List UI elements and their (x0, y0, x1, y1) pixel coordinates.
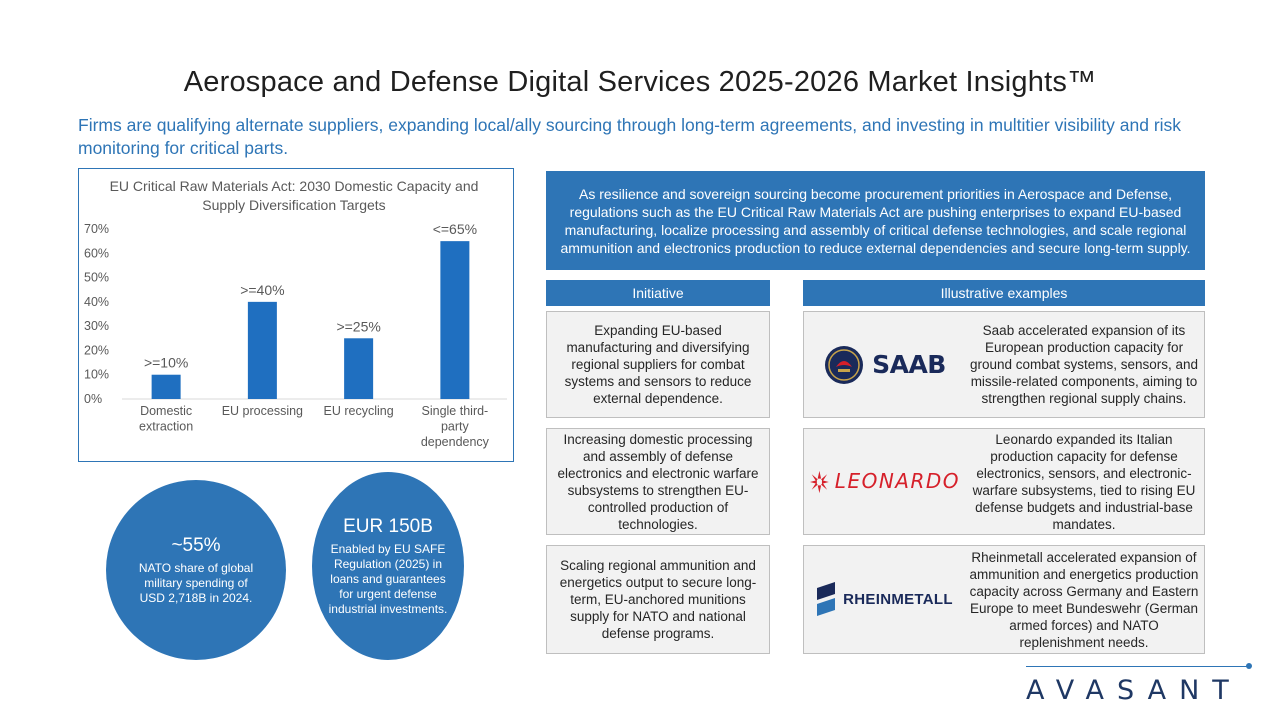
stat-circle-nato: ~55% NATO share of global military spend… (106, 480, 286, 660)
initiative-text: Increasing domestic processing and assem… (557, 431, 759, 532)
initiative-text: Expanding EU-based manufacturing and div… (564, 323, 752, 406)
data-label: >=10% (144, 355, 188, 371)
rheinmetall-wordmark: RHEINMETALL (843, 591, 953, 608)
column-header-initiative: Initiative (546, 280, 770, 306)
logo-rule (1026, 666, 1250, 667)
example-card-rheinmetall: RHEINMETALL Rheinmetall accelerated expa… (803, 545, 1205, 654)
data-label: >=25% (336, 318, 380, 334)
y-tick-label: 30% (84, 319, 109, 333)
bar-chart: 0% 10% 20% 30% 40% 50% 60% 70% >=10% Domestic extr… (84, 221, 507, 449)
data-label: <=65% (433, 221, 477, 237)
saab-logo: SAAB (810, 312, 960, 417)
stat-label: Enabled by EU SAFE Regulation (2025) in … (328, 541, 448, 616)
bar (440, 241, 470, 399)
initiative-card: Expanding EU-based manufacturing and div… (546, 311, 770, 418)
data-label: >=40% (240, 282, 284, 298)
stat-value: ~55% (171, 534, 221, 556)
page-subtitle: Firms are qualifying alternate suppliers… (78, 115, 1182, 158)
rheinmetall-mark-icon (817, 581, 836, 616)
intro-text: As resilience and sovereign sourcing bec… (560, 185, 1191, 256)
x-tick-label: dependency (421, 435, 490, 449)
example-card-leonardo: LEONARDO Leonardo expanded its Italian p… (803, 428, 1205, 535)
y-tick-label: 70% (84, 222, 109, 236)
stat-label: NATO share of global military spending o… (138, 560, 254, 605)
page-title: Aerospace and Defense Digital Services 2… (183, 66, 1097, 98)
stat-value: EUR 150B (343, 515, 433, 537)
saab-crest-icon (825, 345, 864, 384)
avasant-wordmark: AVASANT (1026, 675, 1242, 706)
chart-title: EU Critical Raw Materials Act: 2030 Dome… (109, 178, 479, 213)
x-tick-label: extraction (139, 420, 193, 434)
example-text: Saab accelerated expansion of its Europe… (969, 323, 1199, 406)
saab-wordmark: SAAB (872, 350, 946, 379)
x-tick-label: EU recycling (324, 404, 394, 418)
bar (344, 338, 374, 399)
x-tick-label: Single third- (422, 404, 489, 418)
stat-circle-safe: EUR 150B Enabled by EU SAFE Regulation (… (312, 472, 464, 660)
y-tick-label: 40% (84, 295, 109, 309)
x-tick-label: EU processing (222, 404, 303, 418)
initiative-text: Scaling regional ammunition and energeti… (559, 558, 757, 641)
rheinmetall-logo: RHEINMETALL (810, 546, 960, 653)
example-card-saab: SAAB Saab accelerated expansion of its E… (803, 311, 1205, 418)
leonardo-wordmark: LEONARDO (834, 469, 960, 493)
y-tick-label: 60% (84, 246, 109, 260)
example-text: Rheinmetall accelerated expansion of amm… (969, 549, 1199, 650)
y-tick-label: 20% (84, 343, 109, 357)
bar (151, 374, 181, 399)
intro-box: As resilience and sovereign sourcing bec… (546, 171, 1205, 270)
leonardo-logo: LEONARDO (810, 429, 960, 534)
chart-panel: 0% 10% 20% 30% 40% 50% 60% 70% >=10% Domestic extr… (78, 168, 514, 462)
column-header-examples: Illustrative examples (803, 280, 1205, 306)
avasant-logo: AVASANT (1026, 663, 1256, 706)
leonardo-starburst-icon (810, 470, 829, 493)
y-tick-label: 0% (84, 392, 102, 406)
y-tick-label: 50% (84, 271, 109, 285)
example-text: Leonardo expanded its Italian production… (972, 431, 1196, 532)
initiative-card: Increasing domestic processing and assem… (546, 428, 770, 535)
bar (247, 301, 277, 399)
logo-dot (1246, 663, 1252, 669)
x-tick-label: party (441, 420, 470, 434)
initiative-card: Scaling regional ammunition and energeti… (546, 545, 770, 654)
x-tick-label: Domestic (140, 404, 192, 418)
y-tick-label: 10% (84, 368, 109, 382)
